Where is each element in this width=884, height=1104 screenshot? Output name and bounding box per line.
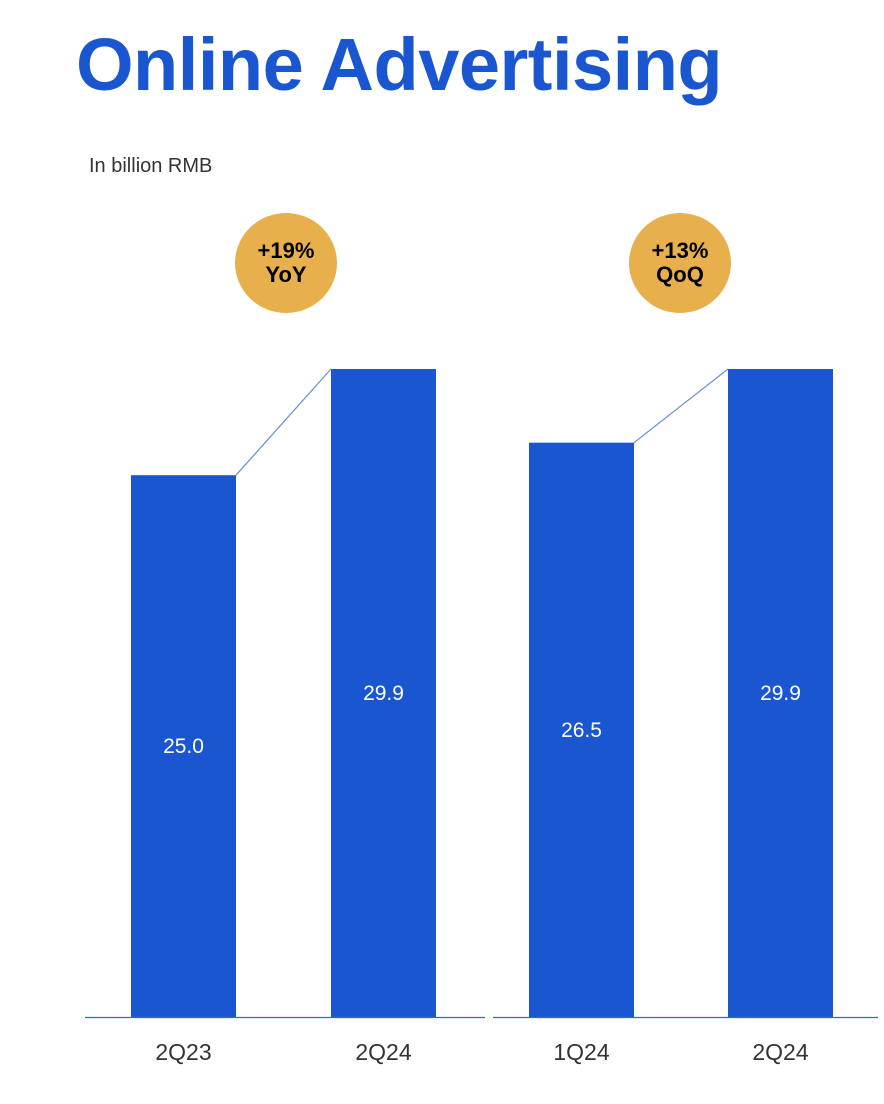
category-label: 1Q24 [553, 1039, 609, 1065]
data-label: 29.9 [760, 682, 801, 705]
badge-label: YoY [265, 262, 307, 287]
connector-line [235, 368, 332, 476]
qoq-badge: +13% QoQ [629, 213, 731, 313]
bar-2q24 [728, 369, 833, 1017]
badge-percent: +13% [651, 238, 709, 263]
unit-label: In billion RMB [89, 155, 213, 177]
bar-2q24 [331, 369, 436, 1017]
badge-label: QoQ [656, 262, 704, 287]
badge-percent: +19% [257, 238, 315, 263]
data-label: 25.0 [163, 735, 204, 758]
category-label: 2Q24 [355, 1039, 411, 1065]
connector-line [633, 368, 729, 444]
category-label: 2Q24 [752, 1039, 808, 1065]
category-label: 2Q23 [155, 1039, 211, 1065]
bar-2q23 [131, 475, 236, 1017]
page-title: Online Advertising [76, 23, 723, 106]
bar-1q24 [529, 442, 634, 1017]
data-label: 26.5 [561, 719, 602, 742]
data-label: 29.9 [363, 682, 404, 705]
yoy-badge: +19% YoY [235, 213, 337, 313]
